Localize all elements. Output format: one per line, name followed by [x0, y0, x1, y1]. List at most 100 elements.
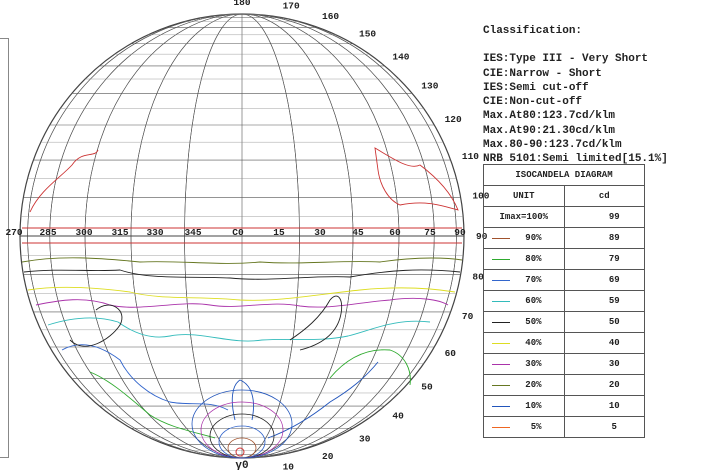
gamma-bottom-label: γ0 [235, 460, 248, 470]
unit-label: UNIT [483, 185, 565, 207]
level-value: 79 [563, 248, 645, 270]
gamma-label: 180 [233, 0, 250, 8]
level-swatch [492, 259, 510, 260]
level-swatch [492, 406, 510, 407]
table-row: 20% 20 [483, 374, 645, 396]
pole-contour [191, 389, 293, 459]
table-row: 90% 89 [483, 227, 645, 249]
contour-80pct [329, 349, 411, 386]
level-rows: 90% 89 80% 79 70% 69 60% 59 50% 50 40% 40 30% 30 20% 20… [483, 227, 645, 438]
level-percent: 50% [483, 311, 565, 333]
contour-80pct [89, 371, 216, 439]
horizontal-angle-label: 15 [273, 227, 285, 238]
contour-60pct [47, 317, 431, 342]
level-value: 40 [563, 332, 645, 354]
level-value: 69 [563, 269, 645, 291]
level-percent-text: 5% [530, 422, 542, 432]
horizontal-angle-label: 270 [5, 227, 22, 238]
classification-panel: Classification: IES:Type III - Very Shor… [483, 24, 703, 167]
gamma-label: 150 [359, 28, 376, 39]
gamma-label: 120 [445, 114, 462, 125]
horizontal-angle-label: 300 [75, 227, 92, 238]
level-percent-text: 10% [525, 401, 542, 411]
level-percent: 10% [483, 395, 565, 417]
gamma-label: 80 [472, 272, 484, 283]
level-swatch [492, 427, 510, 428]
gamma-label: 10 [283, 461, 295, 470]
angle-labels: 180 170 160 150 140 130 120 110 100 90 80 70 60 50 40 3… [5, 0, 489, 470]
horizontal-angle-label: 285 [39, 227, 56, 238]
level-percent: 40% [483, 332, 565, 354]
contour-40pct [27, 286, 456, 301]
gamma-label: 100 [472, 190, 489, 201]
pole-marker [235, 447, 245, 457]
gamma-label: 170 [283, 1, 300, 12]
level-value: 59 [563, 290, 645, 312]
gamma-label: 140 [392, 52, 409, 63]
contour-10pct [267, 361, 379, 439]
classification-line: Max.80-90:123.7cd/klm [483, 139, 622, 152]
level-percent: 80% [483, 248, 565, 270]
gamma-label: 70 [462, 311, 474, 322]
table-row: 10% 10 [483, 395, 645, 417]
imax-label: Imax=100% [483, 206, 565, 228]
horizontal-angle-label: 60 [389, 227, 401, 238]
table-title: ISOCANDELA DIAGRAM [483, 164, 645, 186]
gamma-label: 110 [462, 151, 479, 162]
classification-line: CIE:Narrow - Short [483, 67, 602, 80]
polar-grid [19, 13, 465, 459]
level-swatch [492, 322, 510, 323]
left-panel-edge [0, 38, 9, 458]
level-percent: 30% [483, 353, 565, 375]
level-value: 50 [563, 311, 645, 333]
contour-50pct [23, 269, 461, 280]
contour-5pct [29, 149, 99, 213]
gamma-label: 160 [322, 11, 339, 22]
classification-line: Max.At80:123.7cd/klm [483, 110, 616, 123]
gamma-label: 20 [322, 451, 334, 462]
horizontal-angle-label: C0 [232, 227, 244, 238]
contour-50pct [289, 295, 343, 351]
level-percent-text: 80% [525, 254, 542, 264]
level-percent-text: 50% [525, 317, 542, 327]
imax-value: 99 [563, 206, 645, 228]
level-swatch [492, 385, 510, 386]
level-percent: 5% [483, 416, 565, 438]
level-swatch [492, 280, 510, 281]
isocandela-contours [21, 147, 463, 459]
level-percent: 20% [483, 374, 565, 396]
horizontal-angle-label: 30 [314, 227, 326, 238]
level-percent-text: 90% [525, 233, 542, 243]
table-row: 70% 69 [483, 269, 645, 291]
level-value: 5 [563, 416, 645, 438]
classification-line: NRB 5101:Semi limited[15.1%] [483, 153, 668, 166]
horizontal-angle-label: 345 [184, 227, 201, 238]
level-percent-text: 70% [525, 275, 542, 285]
gamma-label: 50 [421, 381, 433, 392]
classification-line: CIE:Non-cut-off [483, 96, 583, 109]
unit-value: cd [563, 185, 645, 207]
classification-title: Classification: [483, 25, 583, 37]
horizontal-angle-label: 75 [424, 227, 436, 238]
gamma-label: 90 [476, 231, 488, 242]
gamma-label: 40 [392, 410, 404, 421]
table-row: 30% 30 [483, 353, 645, 375]
table-row: 5% 5 [483, 416, 645, 438]
horizontal-angle-label: 330 [146, 227, 163, 238]
level-value: 89 [563, 227, 645, 249]
level-percent: 70% [483, 269, 565, 291]
classification-line: IES:Type III - Very Short [483, 53, 649, 66]
level-swatch [492, 364, 510, 365]
contour-10pct [231, 379, 254, 421]
classification-line: Max.At90:21.30cd/klm [483, 124, 616, 137]
level-value: 30 [563, 353, 645, 375]
level-swatch [492, 301, 510, 302]
gamma-label: 130 [421, 81, 438, 92]
contour-50pct [69, 304, 123, 347]
gamma-label: 30 [359, 434, 371, 445]
level-percent-text: 40% [525, 338, 542, 348]
level-value: 20 [563, 374, 645, 396]
level-swatch [492, 343, 510, 344]
horizontal-angle-label: 90 [454, 227, 466, 238]
